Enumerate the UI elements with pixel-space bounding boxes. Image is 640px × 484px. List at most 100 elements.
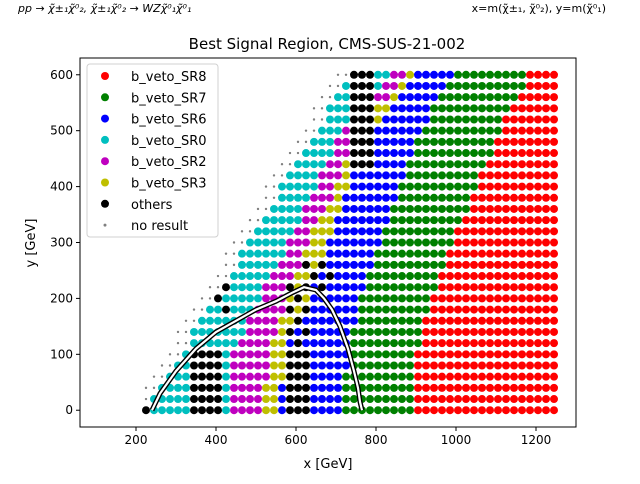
data-point-b-veto-sr8 <box>470 227 478 236</box>
corner-right-label: x=m(χ̃±₁, χ̃⁰₂), y=m(χ̃⁰₁) <box>472 2 606 15</box>
data-point-b-veto-sr3 <box>270 361 278 370</box>
data-point-b-veto-sr7 <box>414 216 422 225</box>
data-point-b-veto-sr8 <box>414 395 422 404</box>
data-point-b-veto-sr8 <box>494 149 502 158</box>
data-point-b-veto-sr8 <box>526 260 534 269</box>
data-point-b-veto-sr8 <box>542 160 550 169</box>
legend-marker <box>101 114 109 123</box>
no-result-point <box>232 263 236 267</box>
legend-label: b_veto_SR2 <box>131 155 207 170</box>
data-point-b-veto-sr8 <box>446 372 454 381</box>
data-point-b-veto-sr8 <box>550 193 558 202</box>
data-point-b-veto-sr8 <box>438 339 446 348</box>
data-point-b-veto-sr7 <box>366 305 374 314</box>
points-layer <box>142 70 558 415</box>
data-point-b-veto-sr3 <box>262 383 270 392</box>
data-point-b-veto-sr8 <box>526 204 534 213</box>
data-point-b-veto-sr8 <box>542 149 550 158</box>
data-point-others <box>294 395 302 404</box>
data-point-b-veto-sr2 <box>246 316 254 325</box>
data-point-b-veto-sr0 <box>286 216 294 225</box>
data-point-b-veto-sr2 <box>262 283 270 292</box>
data-point-others <box>302 383 310 392</box>
data-point-b-veto-sr8 <box>534 327 542 336</box>
data-point-b-veto-sr8 <box>462 339 470 348</box>
data-point-b-veto-sr8 <box>526 216 534 225</box>
data-point-b-veto-sr7 <box>446 81 454 90</box>
data-point-b-veto-sr8 <box>518 339 526 348</box>
data-point-b-veto-sr8 <box>526 339 534 348</box>
data-point-b-veto-sr6 <box>350 238 358 247</box>
data-point-b-veto-sr7 <box>390 204 398 213</box>
data-point-b-veto-sr7 <box>390 372 398 381</box>
data-point-b-veto-sr8 <box>510 104 518 113</box>
data-point-b-veto-sr7 <box>374 316 382 325</box>
data-point-b-veto-sr8 <box>478 350 486 359</box>
data-point-b-veto-sr8 <box>518 283 526 292</box>
data-point-b-veto-sr7 <box>390 283 398 292</box>
no-result-point <box>184 341 188 345</box>
data-point-b-veto-sr7 <box>438 216 446 225</box>
data-point-others <box>198 406 206 415</box>
data-point-b-veto-sr7 <box>414 327 422 336</box>
data-point-b-veto-sr8 <box>518 406 526 415</box>
data-point-b-veto-sr8 <box>486 160 494 169</box>
data-point-b-veto-sr8 <box>430 350 438 359</box>
data-point-b-veto-sr0 <box>262 272 270 281</box>
data-point-b-veto-sr3 <box>302 294 310 303</box>
data-point-b-veto-sr6 <box>382 182 390 191</box>
data-point-others <box>286 395 294 404</box>
no-result-point <box>224 274 228 278</box>
data-point-b-veto-sr8 <box>502 372 510 381</box>
data-point-b-veto-sr7 <box>406 216 414 225</box>
data-point-b-veto-sr7 <box>438 204 446 213</box>
data-point-b-veto-sr8 <box>526 70 534 79</box>
data-point-b-veto-sr7 <box>398 305 406 314</box>
data-point-others <box>190 383 198 392</box>
data-point-b-veto-sr6 <box>398 137 406 146</box>
data-point-b-veto-sr8 <box>518 350 526 359</box>
data-point-b-veto-sr8 <box>510 372 518 381</box>
data-point-b-veto-sr7 <box>454 216 462 225</box>
data-point-b-veto-sr2 <box>286 249 294 258</box>
data-point-b-veto-sr6 <box>382 160 390 169</box>
no-result-point <box>312 129 316 132</box>
data-point-b-veto-sr8 <box>470 316 478 325</box>
data-point-b-veto-sr8 <box>478 260 486 269</box>
data-point-b-veto-sr2 <box>398 70 406 79</box>
data-point-b-veto-sr6 <box>350 249 358 258</box>
data-point-b-veto-sr6 <box>366 260 374 269</box>
data-point-b-veto-sr3 <box>310 260 318 269</box>
data-point-b-veto-sr2 <box>246 327 254 336</box>
data-point-b-veto-sr8 <box>526 137 534 146</box>
data-point-b-veto-sr2 <box>246 350 254 359</box>
data-point-b-veto-sr8 <box>542 193 550 202</box>
data-point-b-veto-sr7 <box>382 350 390 359</box>
data-point-b-veto-sr8 <box>502 294 510 303</box>
no-result-point <box>272 196 276 199</box>
data-point-b-veto-sr6 <box>390 193 398 202</box>
data-point-b-veto-sr2 <box>230 350 238 359</box>
data-point-b-veto-sr8 <box>470 272 478 281</box>
data-point-b-veto-sr7 <box>406 350 414 359</box>
data-point-b-veto-sr8 <box>478 193 486 202</box>
data-point-b-veto-sr7 <box>486 115 494 124</box>
data-point-b-veto-sr0 <box>166 406 174 415</box>
data-point-b-veto-sr7 <box>406 395 414 404</box>
data-point-b-veto-sr7 <box>430 160 438 169</box>
data-point-b-veto-sr8 <box>510 137 518 146</box>
data-point-b-veto-sr8 <box>478 227 486 236</box>
data-point-b-veto-sr7 <box>422 149 430 158</box>
data-point-b-veto-sr8 <box>542 305 550 314</box>
data-point-b-veto-sr3 <box>262 406 270 415</box>
data-point-b-veto-sr7 <box>398 272 406 281</box>
data-point-b-veto-sr6 <box>318 350 326 359</box>
data-point-b-veto-sr7 <box>470 81 478 90</box>
data-point-b-veto-sr7 <box>478 93 486 102</box>
data-point-b-veto-sr8 <box>510 182 518 191</box>
data-point-b-veto-sr6 <box>414 93 422 102</box>
data-point-b-veto-sr3 <box>326 216 334 225</box>
data-point-b-veto-sr7 <box>398 383 406 392</box>
no-result-point <box>264 196 268 199</box>
data-point-b-veto-sr2 <box>238 350 246 359</box>
